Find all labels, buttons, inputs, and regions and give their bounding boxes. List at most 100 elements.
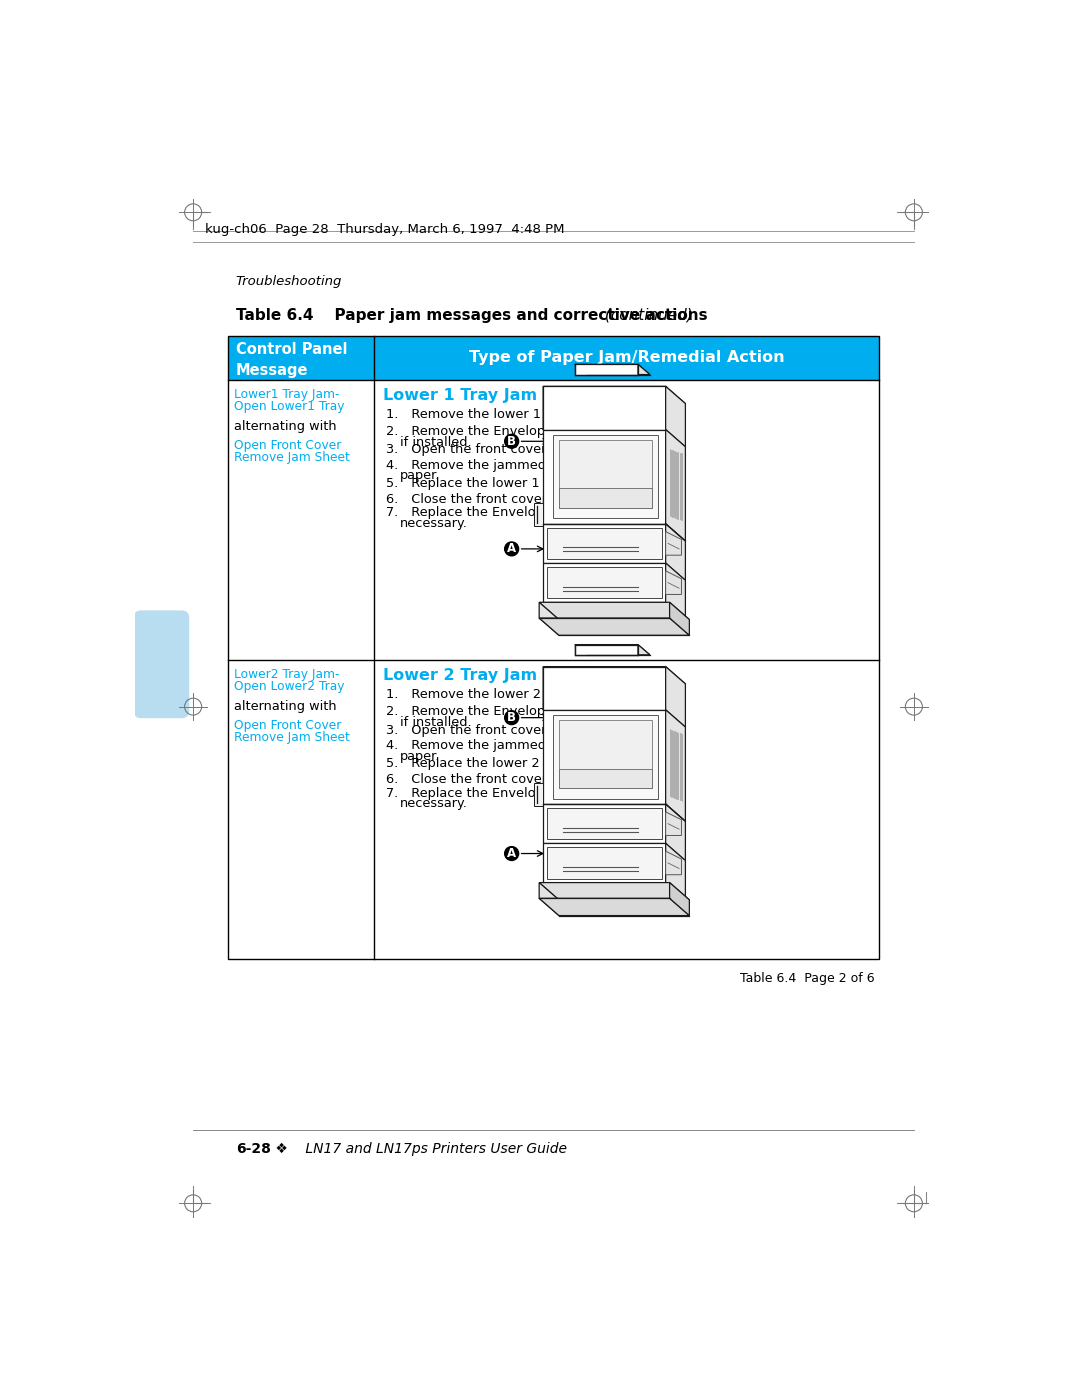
Polygon shape: [543, 666, 686, 685]
Text: 6.  Close the front cover.: 6. Close the front cover.: [387, 493, 550, 506]
Polygon shape: [575, 644, 638, 655]
Text: alternating with: alternating with: [234, 420, 337, 433]
Text: alternating with: alternating with: [234, 700, 337, 714]
Polygon shape: [548, 847, 662, 879]
Polygon shape: [665, 710, 686, 821]
Text: paper.: paper.: [400, 469, 441, 482]
Circle shape: [504, 542, 518, 556]
Polygon shape: [543, 805, 665, 844]
Text: Type of Paper Jam/Remedial Action: Type of Paper Jam/Remedial Action: [469, 351, 784, 366]
Polygon shape: [665, 851, 681, 875]
Text: 1.  Remove the lower 1 tray (A).: 1. Remove the lower 1 tray (A).: [387, 408, 598, 420]
Text: A: A: [508, 542, 516, 556]
Text: Open Front Cover: Open Front Cover: [234, 439, 341, 451]
Polygon shape: [575, 644, 650, 655]
Polygon shape: [665, 532, 681, 555]
Polygon shape: [539, 883, 689, 900]
Polygon shape: [559, 440, 652, 509]
Circle shape: [504, 434, 518, 448]
Polygon shape: [665, 844, 686, 900]
Text: B: B: [508, 711, 516, 724]
FancyBboxPatch shape: [134, 610, 189, 718]
Text: kug-ch06  Page 28  Thursday, March 6, 1997  4:48 PM: kug-ch06 Page 28 Thursday, March 6, 1997…: [205, 224, 564, 236]
Text: 6-28: 6-28: [235, 1141, 271, 1155]
Polygon shape: [543, 387, 665, 429]
Polygon shape: [575, 644, 586, 655]
Polygon shape: [665, 666, 686, 726]
Polygon shape: [548, 807, 662, 840]
Polygon shape: [539, 883, 559, 915]
Polygon shape: [559, 719, 652, 788]
Text: Remove Jam Sheet: Remove Jam Sheet: [234, 731, 350, 745]
Text: necessary.: necessary.: [400, 517, 468, 531]
Text: 2.  Remove the Envelope Feeder: 2. Remove the Envelope Feeder: [387, 705, 602, 718]
Polygon shape: [543, 387, 686, 404]
Polygon shape: [559, 768, 652, 788]
Text: Table 6.4  Page 2 of 6: Table 6.4 Page 2 of 6: [740, 971, 875, 985]
Polygon shape: [665, 571, 681, 595]
Polygon shape: [665, 524, 686, 580]
Text: Open Front Cover: Open Front Cover: [234, 719, 341, 732]
Polygon shape: [534, 782, 543, 806]
Text: Table 6.4    Paper jam messages and corrective actions: Table 6.4 Paper jam messages and correct…: [235, 307, 707, 323]
Polygon shape: [575, 365, 638, 374]
Polygon shape: [670, 602, 689, 636]
Text: necessary.: necessary.: [400, 798, 468, 810]
Polygon shape: [543, 387, 563, 447]
Polygon shape: [553, 715, 658, 799]
Text: 7.  Replace the Envelope Feeder if: 7. Replace the Envelope Feeder if: [387, 507, 612, 520]
Polygon shape: [543, 563, 665, 602]
Polygon shape: [543, 666, 563, 726]
Text: Open Lower1 Tray: Open Lower1 Tray: [234, 400, 345, 414]
Text: 5.  Replace the lower 2 tray.: 5. Replace the lower 2 tray.: [387, 757, 572, 771]
Text: Lower1 Tray Jam-: Lower1 Tray Jam-: [234, 388, 340, 401]
Polygon shape: [543, 666, 665, 710]
Text: A: A: [508, 847, 516, 861]
Text: 5.  Replace the lower 1 tray.: 5. Replace the lower 1 tray.: [387, 478, 572, 490]
Text: 7.  Replace the Envelope Feeder if: 7. Replace the Envelope Feeder if: [387, 787, 612, 799]
Text: 2.  Remove the Envelope Feeder: 2. Remove the Envelope Feeder: [387, 425, 602, 437]
Polygon shape: [638, 644, 650, 655]
Text: if installed.: if installed.: [400, 715, 472, 729]
Polygon shape: [665, 429, 686, 541]
Text: Troubleshooting: Troubleshooting: [235, 275, 342, 288]
Polygon shape: [539, 602, 559, 636]
Polygon shape: [548, 567, 662, 598]
Text: paper.: paper.: [400, 750, 441, 763]
Text: 3.  Open the front cover (B).: 3. Open the front cover (B).: [387, 443, 573, 457]
Text: Lower2 Tray Jam-: Lower2 Tray Jam-: [234, 668, 340, 682]
Polygon shape: [534, 503, 543, 527]
Bar: [228, 335, 879, 960]
Text: 6.  Close the front cover.: 6. Close the front cover.: [387, 773, 550, 787]
Polygon shape: [665, 805, 686, 861]
Text: ❖    LN17 and LN17ps Printers User Guide: ❖ LN17 and LN17ps Printers User Guide: [271, 1141, 567, 1155]
Text: Remove Jam Sheet: Remove Jam Sheet: [234, 451, 350, 464]
Polygon shape: [539, 898, 689, 915]
Text: B: B: [508, 434, 516, 448]
Polygon shape: [670, 883, 689, 915]
Text: 4.  Remove the jammed sheet of: 4. Remove the jammed sheet of: [387, 458, 603, 472]
Text: Lower 2 Tray Jam: Lower 2 Tray Jam: [383, 668, 537, 683]
Polygon shape: [638, 365, 650, 374]
Polygon shape: [548, 528, 662, 559]
Text: (continued): (continued): [600, 307, 692, 323]
Polygon shape: [575, 365, 586, 374]
Polygon shape: [559, 489, 652, 509]
Polygon shape: [543, 429, 665, 524]
Polygon shape: [665, 812, 681, 835]
Polygon shape: [575, 365, 650, 374]
Polygon shape: [665, 563, 686, 620]
Text: 4.  Remove the jammed sheet of: 4. Remove the jammed sheet of: [387, 739, 603, 752]
Text: if installed.: if installed.: [400, 436, 472, 448]
Polygon shape: [539, 617, 689, 636]
Text: Lower 1 Tray Jam: Lower 1 Tray Jam: [383, 388, 537, 402]
Polygon shape: [543, 710, 665, 805]
Text: 1.  Remove the lower 2 tray (A).: 1. Remove the lower 2 tray (A).: [387, 689, 598, 701]
Bar: [228, 335, 879, 380]
Polygon shape: [665, 387, 686, 447]
Polygon shape: [543, 844, 665, 883]
Text: Open Lower2 Tray: Open Lower2 Tray: [234, 680, 345, 693]
Polygon shape: [553, 434, 658, 518]
Text: 3.  Open the front cover (B).: 3. Open the front cover (B).: [387, 724, 573, 736]
Text: Control Panel
Message: Control Panel Message: [235, 342, 348, 377]
